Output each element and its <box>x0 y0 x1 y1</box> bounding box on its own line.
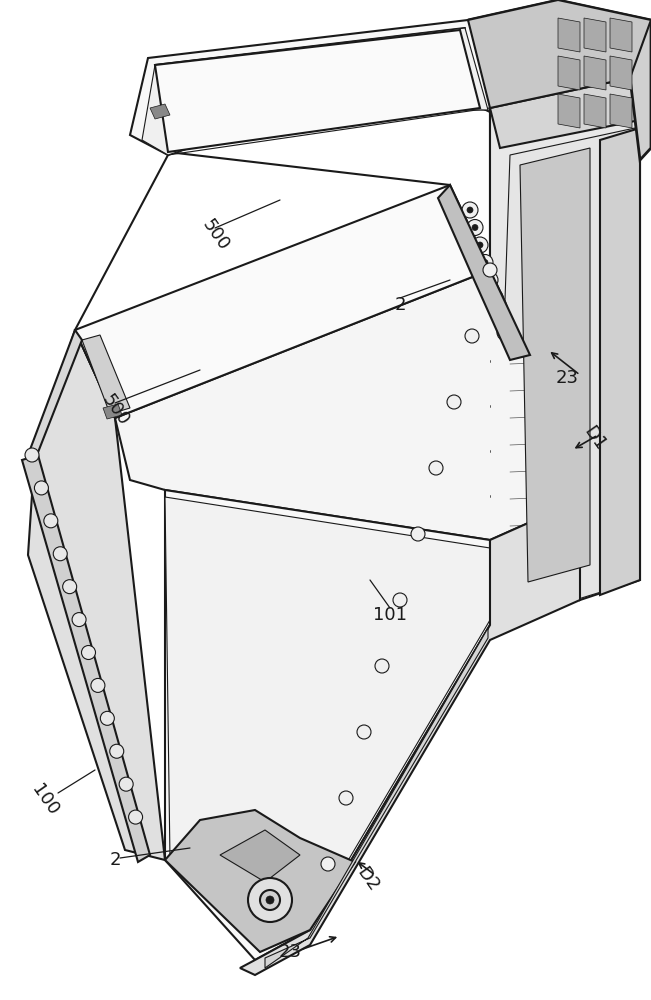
Circle shape <box>248 878 292 922</box>
Polygon shape <box>220 830 300 882</box>
Circle shape <box>35 481 48 495</box>
Circle shape <box>492 294 498 300</box>
Polygon shape <box>558 56 580 90</box>
Polygon shape <box>240 500 580 975</box>
Circle shape <box>447 395 461 409</box>
Circle shape <box>482 272 498 288</box>
Circle shape <box>472 225 478 231</box>
Polygon shape <box>130 20 630 155</box>
Polygon shape <box>558 18 580 52</box>
Polygon shape <box>584 94 606 128</box>
Circle shape <box>393 593 407 607</box>
Circle shape <box>357 725 371 739</box>
Circle shape <box>81 646 96 660</box>
Circle shape <box>266 896 274 904</box>
Circle shape <box>477 242 483 248</box>
Circle shape <box>502 330 508 336</box>
Polygon shape <box>22 455 150 862</box>
Polygon shape <box>265 628 488 968</box>
Circle shape <box>429 461 443 475</box>
Polygon shape <box>610 18 632 52</box>
Circle shape <box>483 263 497 277</box>
Text: D2: D2 <box>353 864 383 896</box>
Circle shape <box>53 547 67 561</box>
Polygon shape <box>165 497 490 952</box>
Polygon shape <box>115 270 580 540</box>
Circle shape <box>62 580 77 594</box>
Circle shape <box>91 678 105 692</box>
Polygon shape <box>584 18 606 52</box>
Polygon shape <box>165 810 355 952</box>
Circle shape <box>477 254 493 270</box>
Circle shape <box>497 324 513 340</box>
Text: D1: D1 <box>581 422 609 454</box>
Polygon shape <box>82 335 130 414</box>
Circle shape <box>44 514 58 528</box>
Text: 100: 100 <box>28 781 62 819</box>
Circle shape <box>339 791 353 805</box>
Polygon shape <box>520 148 590 582</box>
Polygon shape <box>75 185 490 418</box>
Polygon shape <box>165 490 490 960</box>
Polygon shape <box>610 56 632 90</box>
Circle shape <box>25 448 39 462</box>
Polygon shape <box>438 185 530 360</box>
Circle shape <box>375 659 389 673</box>
Circle shape <box>465 329 479 343</box>
Text: 23: 23 <box>279 943 301 961</box>
Circle shape <box>487 277 493 283</box>
Circle shape <box>110 744 124 758</box>
Circle shape <box>487 290 503 306</box>
Circle shape <box>467 207 473 213</box>
Circle shape <box>492 307 508 323</box>
Circle shape <box>260 890 280 910</box>
Circle shape <box>497 312 503 318</box>
Circle shape <box>321 857 335 871</box>
Text: 2: 2 <box>395 296 406 314</box>
Circle shape <box>467 220 483 235</box>
Circle shape <box>119 777 133 791</box>
Polygon shape <box>155 30 480 152</box>
Text: 23: 23 <box>555 369 579 387</box>
Polygon shape <box>150 104 170 119</box>
Polygon shape <box>468 0 651 108</box>
Circle shape <box>100 711 115 725</box>
Text: 2: 2 <box>109 851 120 869</box>
Polygon shape <box>490 78 640 148</box>
Circle shape <box>411 527 425 541</box>
Polygon shape <box>610 94 632 128</box>
Polygon shape <box>28 330 165 860</box>
Circle shape <box>472 237 488 253</box>
Polygon shape <box>490 78 640 600</box>
Polygon shape <box>468 0 651 160</box>
Circle shape <box>72 613 86 627</box>
Polygon shape <box>28 330 82 460</box>
Circle shape <box>462 202 478 218</box>
Text: 500: 500 <box>98 391 132 429</box>
Circle shape <box>482 259 488 265</box>
Text: 101: 101 <box>373 606 407 624</box>
Polygon shape <box>558 94 580 128</box>
Polygon shape <box>505 128 640 600</box>
Polygon shape <box>600 128 640 595</box>
Polygon shape <box>142 28 488 155</box>
Polygon shape <box>103 404 122 419</box>
Polygon shape <box>584 56 606 90</box>
Text: 500: 500 <box>198 216 232 254</box>
Circle shape <box>129 810 143 824</box>
